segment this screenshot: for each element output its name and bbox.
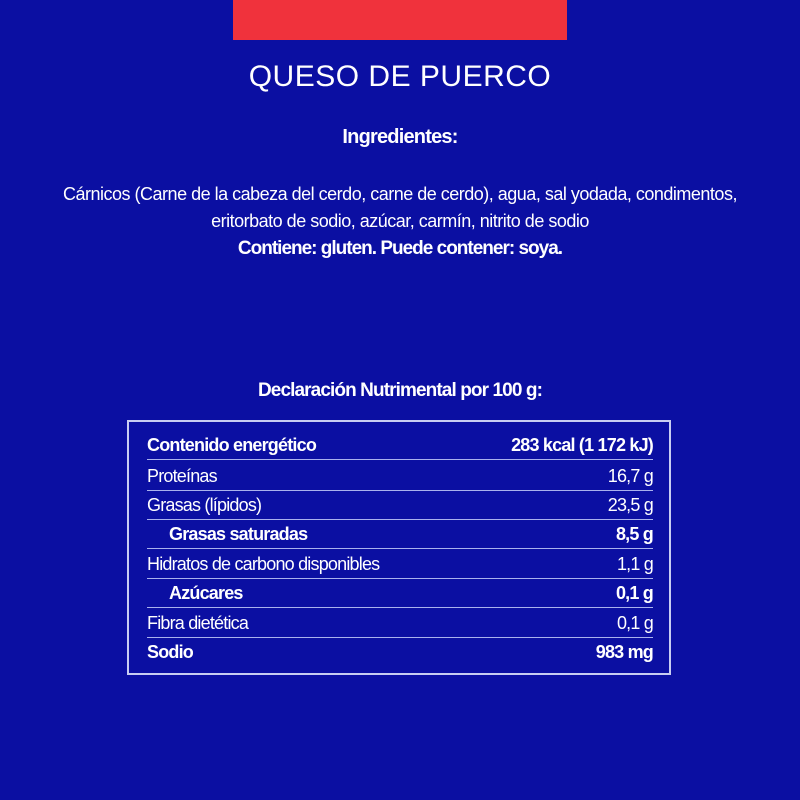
table-row: Azúcares 0,1 g (147, 578, 654, 608)
ingredients-line-1: Cárnicos (Carne de la cabeza del cerdo, … (63, 184, 737, 204)
nutrient-value: 0,1 g (616, 613, 654, 633)
table-row: Fibra dietética 0,1 g (147, 608, 654, 638)
nutrient-label: Proteínas (147, 466, 218, 486)
nutrient-label: Azúcares (169, 583, 243, 603)
table-row: Sodio 983 mg (147, 637, 654, 666)
table-row: Contenido energético 283 kcal (1 172 kJ) (147, 430, 654, 460)
nutrient-value: 16,7 g (607, 466, 654, 486)
nutrient-value: 283 kcal (1 172 kJ) (511, 435, 654, 455)
nutrient-value: 8,5 g (615, 524, 654, 544)
nutrient-label: Hidratos de carbono disponibles (147, 554, 380, 574)
table-row: Grasas (lípidos) 23,5 g (147, 490, 654, 520)
nutrient-value: 1,1 g (616, 554, 654, 574)
product-title: QUESO DE PUERCO (248, 60, 552, 93)
nutrient-value: 23,5 g (607, 495, 654, 515)
nutrient-label: Sodio (147, 642, 194, 662)
nutrient-label: Contenido energético (147, 435, 317, 455)
nutrient-label: Grasas (lípidos) (147, 495, 262, 515)
table-row: Hidratos de carbono disponibles 1,1 g (147, 549, 654, 579)
nutrient-label: Grasas saturadas (169, 524, 308, 544)
ingredients-line-2: eritorbato de sodio, azúcar, carmín, nit… (211, 211, 589, 231)
nutrient-value: 983 mg (595, 642, 654, 662)
table-row: Grasas saturadas 8,5 g (147, 519, 654, 549)
nutrient-label: Fibra dietética (147, 613, 249, 633)
table-row: Proteínas 16,7 g (147, 461, 654, 491)
nutrition-table: Contenido energético 283 kcal (1 172 kJ) P… (127, 420, 671, 675)
ingredients-heading: Ingredientes: (342, 126, 458, 148)
nutrition-heading: Declaración Nutrimental por 100 g: (257, 380, 543, 401)
accent-bar (233, 0, 567, 40)
allergens-statement: Contiene: gluten. Puede contener: soya. (237, 238, 563, 259)
nutrient-value: 0,1 g (615, 583, 654, 603)
